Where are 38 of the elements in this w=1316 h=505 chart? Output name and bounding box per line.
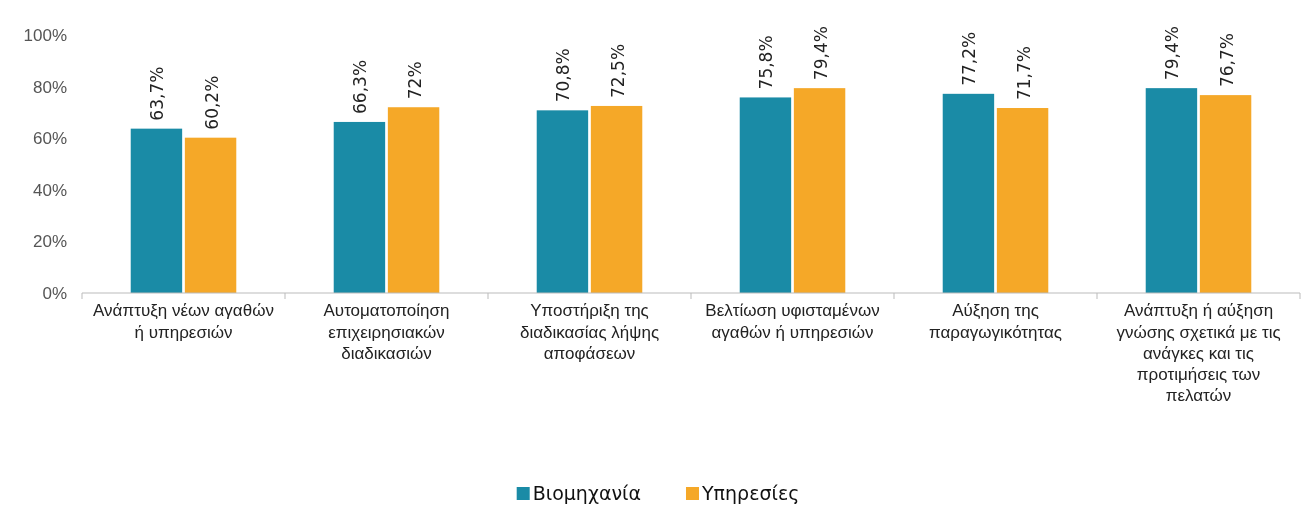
data-label: 79,4%: [1162, 26, 1183, 81]
y-tick-label: 20%: [32, 232, 67, 252]
data-label: 75,8%: [756, 35, 777, 90]
data-label: 70,8%: [553, 48, 574, 103]
x-tick-label: Αυτοματοποίηση επιχειρησιακών διαδικασιών: [323, 301, 450, 363]
bar: [184, 137, 237, 293]
legend-label: Υπηρεσίες: [700, 482, 800, 504]
bar: [1199, 95, 1252, 293]
bar: [996, 108, 1049, 293]
y-tick-label: 80%: [32, 77, 67, 97]
y-tick-label: 0%: [42, 283, 67, 303]
y-tick-label: 60%: [32, 129, 67, 149]
data-label: 72%: [404, 61, 425, 100]
bar: [1145, 88, 1198, 293]
data-label: 76,7%: [1216, 33, 1237, 88]
y-tick-label: 40%: [32, 180, 67, 200]
x-tick-label: Ανάπτυξη ή αύξηση γνώσης σχετικά με τις ανάγκες και τις προτιμήσεις των πελατών: [1116, 301, 1281, 406]
x-tick-label: Αύξηση της παραγωγικότητας: [928, 301, 1063, 342]
data-label: 71,7%: [1013, 46, 1034, 101]
legend-label: Βιομηχανία: [532, 482, 641, 504]
data-label: 79,4%: [810, 26, 831, 81]
bar: [130, 128, 183, 293]
bar: [942, 93, 995, 293]
x-tick-label: Ανάπτυξη νέων αγαθών ή υπηρεσιών: [93, 301, 274, 342]
y-tick-label: 100%: [23, 25, 67, 45]
bar: [739, 97, 792, 293]
data-label: 72,5%: [607, 43, 628, 98]
data-label: 77,2%: [959, 31, 980, 86]
data-label: 60,2%: [201, 75, 222, 130]
data-label: 66,3%: [350, 59, 371, 114]
data-label: 63,7%: [147, 66, 168, 121]
bar: [793, 88, 846, 293]
x-tick-label: Βελτίωση υφισταμένων αγαθών ή υπηρεσιών: [705, 301, 880, 342]
x-tick-label: Υποστήριξη της διαδικασίας λήψης αποφάσεων: [519, 301, 660, 363]
bar: [387, 107, 440, 293]
bar: [590, 105, 643, 293]
bar: [333, 121, 386, 293]
bar: [536, 110, 589, 293]
